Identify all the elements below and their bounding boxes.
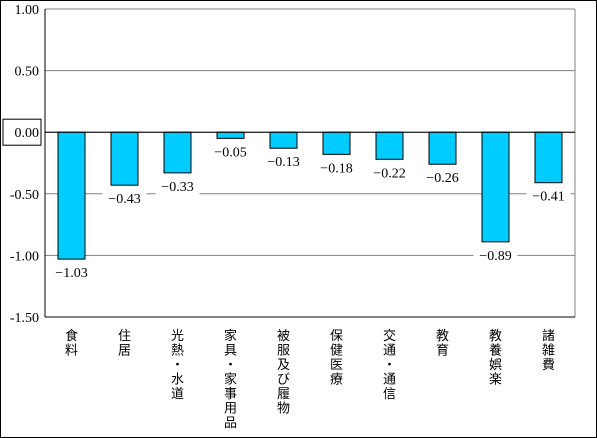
value-label-bg bbox=[102, 189, 147, 209]
value-label-bg bbox=[314, 158, 359, 178]
value-label-bg bbox=[420, 168, 465, 188]
value-label: −0.41 bbox=[532, 190, 564, 205]
value-label-bg bbox=[155, 176, 200, 196]
value-label: −0.05 bbox=[214, 145, 246, 160]
bar bbox=[163, 131, 192, 174]
bar bbox=[375, 131, 404, 160]
bar bbox=[269, 131, 298, 149]
category-label: 食料 bbox=[65, 328, 78, 359]
category-label: 教養娯楽 bbox=[489, 328, 502, 388]
value-label: −0.26 bbox=[426, 171, 458, 186]
value-label: −0.43 bbox=[108, 192, 140, 207]
category-label: 被服及び履物 bbox=[277, 329, 290, 417]
zero-label-box bbox=[2, 118, 42, 146]
value-label-bg bbox=[473, 245, 518, 265]
category-label: 光熱・水道 bbox=[171, 329, 184, 402]
bar bbox=[428, 131, 457, 165]
bar bbox=[216, 131, 245, 139]
value-label-bg bbox=[526, 186, 571, 206]
value-label: −0.18 bbox=[320, 161, 352, 176]
value-label: −0.13 bbox=[267, 155, 299, 170]
value-label: −0.33 bbox=[161, 180, 193, 195]
y-tick-label: -0.50 bbox=[10, 188, 39, 203]
y-tick-label: 0.00 bbox=[15, 126, 40, 141]
y-tick-label: -1.00 bbox=[10, 249, 39, 264]
category-label: 住居 bbox=[118, 329, 131, 359]
category-label: 保健医療 bbox=[330, 329, 343, 388]
category-label: 教育 bbox=[436, 328, 449, 359]
category-label: 家具・家事用品 bbox=[224, 328, 237, 431]
value-label-bg bbox=[208, 142, 253, 162]
value-label: −0.89 bbox=[479, 249, 511, 264]
value-label: −1.03 bbox=[55, 266, 87, 281]
bar bbox=[322, 131, 351, 155]
value-label-bg bbox=[49, 263, 94, 283]
category-label: 諸雑費 bbox=[542, 328, 555, 373]
bar bbox=[534, 131, 563, 184]
y-tick-label: 1.00 bbox=[15, 3, 40, 18]
category-label: 交通・通信 bbox=[383, 328, 396, 402]
y-tick-label: -1.50 bbox=[10, 311, 39, 326]
value-label-bg bbox=[367, 163, 412, 183]
bar bbox=[57, 131, 86, 260]
value-label-bg bbox=[261, 152, 306, 172]
y-tick-label: 0.50 bbox=[15, 65, 40, 80]
bar bbox=[110, 131, 139, 186]
bar bbox=[481, 131, 510, 243]
value-label: −0.22 bbox=[373, 166, 405, 181]
